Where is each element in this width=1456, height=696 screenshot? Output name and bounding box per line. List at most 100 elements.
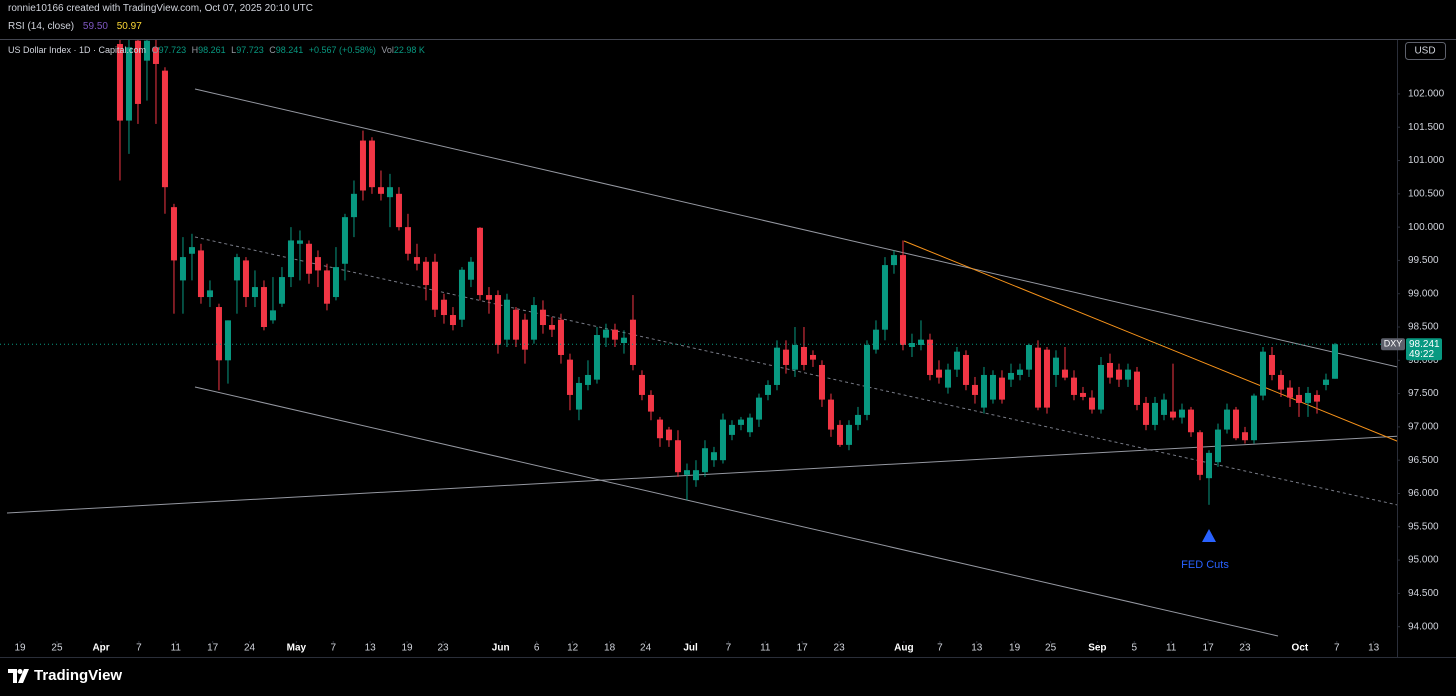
y-tick-label: 102.000 [1408,89,1445,100]
candle-body [305,243,312,274]
y-tick-label: 99.500 [1408,255,1439,266]
candle-body [863,344,870,415]
candle-body [602,329,609,338]
x-tick-label: 23 [1239,643,1251,654]
x-tick-label: 17 [797,643,809,654]
candle-body [1268,354,1275,375]
candle-body [521,319,528,350]
candle-body [1034,347,1041,408]
candle-body [1088,397,1095,410]
candle-body [467,261,474,280]
candle-body [728,424,735,435]
trend-line [194,88,1397,368]
candle-body [755,397,762,420]
x-tick-label: 19 [402,643,414,654]
candle-body [926,339,933,375]
annotation-arrow [1202,529,1216,542]
candle-body [368,140,375,188]
x-tick-label: 13 [971,643,983,654]
currency-box[interactable] [1405,42,1446,60]
candle-body [1106,362,1113,378]
candle-body [422,261,429,286]
rsi-label: RSI (14, close) [8,21,75,32]
candle-body [206,290,213,298]
candle-body [116,43,123,121]
legend-value: 98.241 [275,45,304,55]
candle-body [1187,409,1194,433]
candle-body [152,47,159,64]
x-tick-label: 19 [1009,643,1021,654]
y-tick-label: 98.500 [1408,322,1439,333]
candle-body [899,255,906,345]
candle-body [359,140,366,191]
candle-body [1007,372,1014,380]
x-tick-label: 7 [1334,643,1340,654]
candle-body [638,374,645,395]
trend-line-orange [903,240,1397,442]
x-tick-label: 17 [1203,643,1215,654]
candle-body [980,374,987,408]
candle-body [593,335,600,380]
drawings [6,88,1397,637]
candle-body [782,349,789,365]
candle-body [1115,369,1122,380]
attribution: ronnie10166 created with TradingView.com… [8,3,313,14]
candle-body [1151,402,1158,425]
y-tick-label: 95.500 [1408,521,1439,532]
candle-body [161,70,168,188]
countdown: 49:22 [1409,349,1434,360]
legend-value: 97.723 [236,45,264,55]
x-tick-label: 19 [15,643,27,654]
brand[interactable]: TradingView [8,667,122,684]
candle-body [746,417,753,433]
x-tick-label: Jul [683,643,698,654]
x-tick-label: 12 [567,643,579,654]
candle-body [386,187,393,198]
x-tick-label: May [287,643,307,654]
y-tick-label: 99.000 [1408,288,1439,299]
candle-body [962,354,969,385]
x-tick-label: 5 [1132,643,1138,654]
candle-body [836,424,843,445]
candle-body [413,257,420,264]
candle-body [683,470,690,475]
candle-body [512,309,519,340]
candle-body [503,299,510,340]
legend-label: Vol [381,45,394,55]
candle-body [1097,364,1104,410]
candle-body [701,448,708,473]
candle-body [629,319,636,365]
y-tick-label: 94.500 [1408,588,1439,599]
candle-body [197,250,204,298]
candle-body [584,374,591,385]
symbol-tag-text: DXY [1384,339,1403,349]
legend-label: H [191,45,199,55]
candle-body [314,257,321,271]
candle-body [854,414,861,425]
x-tick-label: 7 [726,643,732,654]
y-tick-label: 97.000 [1408,422,1439,433]
y-tick-label: 94.000 [1408,621,1439,632]
candle-body [494,295,501,345]
candle-body [1025,344,1032,370]
candle-body [611,329,618,340]
candle-body [1079,392,1086,397]
candle-body [287,240,294,278]
candle-body [989,374,996,400]
candle-body [908,342,915,347]
candle-body [1133,371,1140,405]
candle-body [1232,409,1239,439]
y-tick-label: 100.500 [1408,188,1445,199]
candle-body [233,257,240,281]
candle-body [719,419,726,461]
y-tick-label: 101.000 [1408,155,1445,166]
candle-body [1061,369,1068,378]
candle-body [890,255,897,266]
candle-body [1322,379,1329,385]
candle-body [143,40,150,61]
candle-body [170,207,177,261]
x-tick-label: 24 [244,643,256,654]
x-tick-label: 7 [330,643,336,654]
trend-line-dashed [194,236,1397,506]
